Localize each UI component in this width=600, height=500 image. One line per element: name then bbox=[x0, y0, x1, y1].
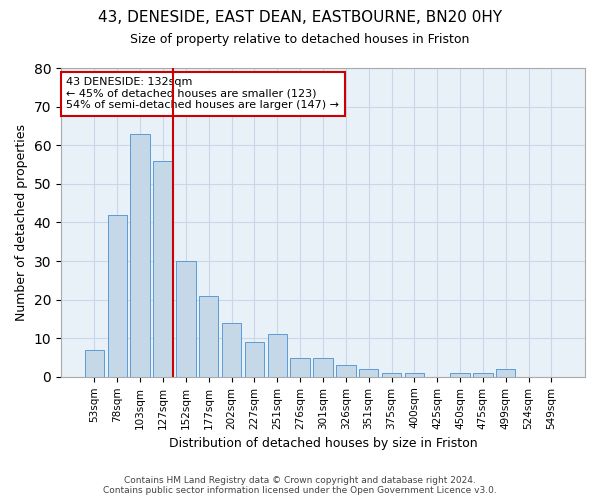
Bar bbox=[199, 296, 218, 377]
Text: 43 DENESIDE: 132sqm
← 45% of detached houses are smaller (123)
54% of semi-detac: 43 DENESIDE: 132sqm ← 45% of detached ho… bbox=[66, 78, 339, 110]
Bar bbox=[473, 373, 493, 377]
Bar bbox=[268, 334, 287, 377]
Bar bbox=[313, 358, 332, 377]
Bar bbox=[404, 373, 424, 377]
Text: Size of property relative to detached houses in Friston: Size of property relative to detached ho… bbox=[130, 32, 470, 46]
Text: Contains HM Land Registry data © Crown copyright and database right 2024.
Contai: Contains HM Land Registry data © Crown c… bbox=[103, 476, 497, 495]
Bar bbox=[336, 365, 356, 377]
Bar bbox=[451, 373, 470, 377]
Bar bbox=[107, 214, 127, 377]
Bar bbox=[130, 134, 150, 377]
Bar bbox=[382, 373, 401, 377]
Y-axis label: Number of detached properties: Number of detached properties bbox=[15, 124, 28, 321]
Bar bbox=[245, 342, 264, 377]
Bar bbox=[153, 160, 173, 377]
Bar bbox=[290, 358, 310, 377]
X-axis label: Distribution of detached houses by size in Friston: Distribution of detached houses by size … bbox=[169, 437, 477, 450]
Bar bbox=[496, 369, 515, 377]
Bar bbox=[222, 323, 241, 377]
Bar bbox=[359, 369, 379, 377]
Bar bbox=[176, 261, 196, 377]
Text: 43, DENESIDE, EAST DEAN, EASTBOURNE, BN20 0HY: 43, DENESIDE, EAST DEAN, EASTBOURNE, BN2… bbox=[98, 10, 502, 25]
Bar bbox=[85, 350, 104, 377]
